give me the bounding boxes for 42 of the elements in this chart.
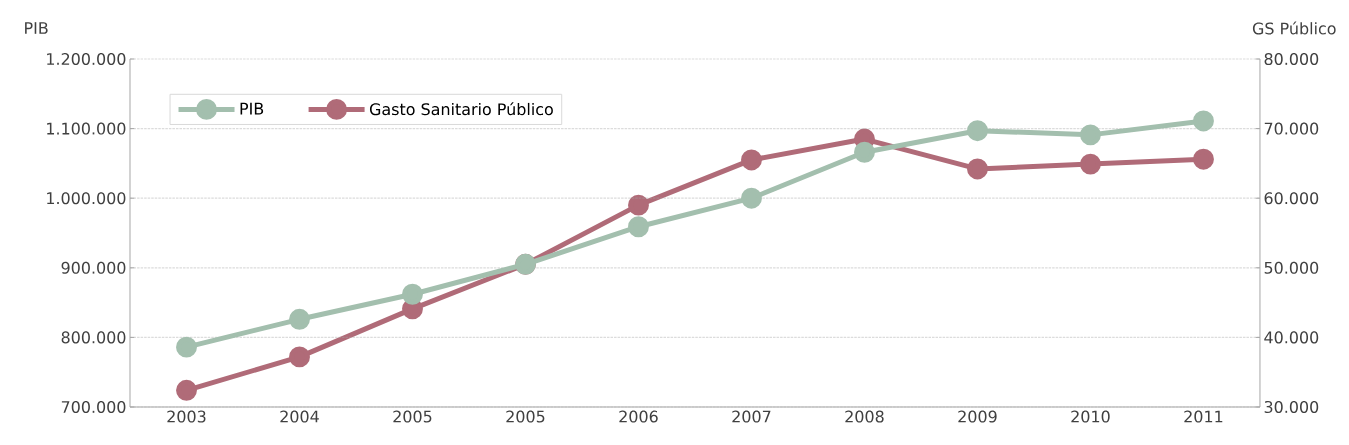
y-tick-label: 800.000 [61,331,126,344]
point [628,194,649,216]
y2-tick-label: 40.000 [1264,331,1319,344]
x-tick-label: 2005 [506,410,545,423]
point [854,141,875,163]
x-tick-label: 2005 [393,410,432,423]
y2-tick-label: 80.000 [1264,52,1319,66]
point [289,308,310,330]
x-tick-label: 2007 [732,410,771,423]
point [1193,148,1214,170]
y2-axis-title: GS Público [1252,21,1336,35]
y2-tick-label: 60.000 [1264,192,1319,205]
point [176,379,197,401]
legend-label: PIB [240,102,264,115]
point [1080,124,1101,146]
point [176,336,197,358]
point [628,216,649,238]
y2-tick-label: 70.000 [1264,122,1319,135]
x-tick-label: 2011 [1184,410,1223,423]
x-tick-label: 2010 [1071,410,1110,423]
y-tick-label: 700.000 [61,400,126,414]
point [741,187,762,209]
y-tick-label: 1.100.000 [47,122,126,135]
x-tick-label: 2009 [958,410,997,423]
point [1080,153,1101,175]
point [741,149,762,171]
y-tick-label: 1.000.000 [47,192,126,205]
y-tick-label: 900.000 [61,261,126,274]
x-tick-label: 2008 [845,410,884,423]
point [1193,110,1214,132]
point [402,283,423,305]
legend-label: Gasto Sanitario Público [369,102,553,116]
y2-tick-label: 50.000 [1264,261,1319,274]
x-tick-label: 2006 [619,410,658,423]
point [967,120,988,142]
point [967,158,988,180]
y-tick-label: 1.200.000 [47,52,126,66]
point [289,346,310,368]
y2-tick-label: 30.000 [1264,400,1319,414]
x-tick-label: 2003 [167,410,206,423]
y-axis-title: PIB [25,22,48,34]
x-tick-label: 2004 [280,410,319,423]
